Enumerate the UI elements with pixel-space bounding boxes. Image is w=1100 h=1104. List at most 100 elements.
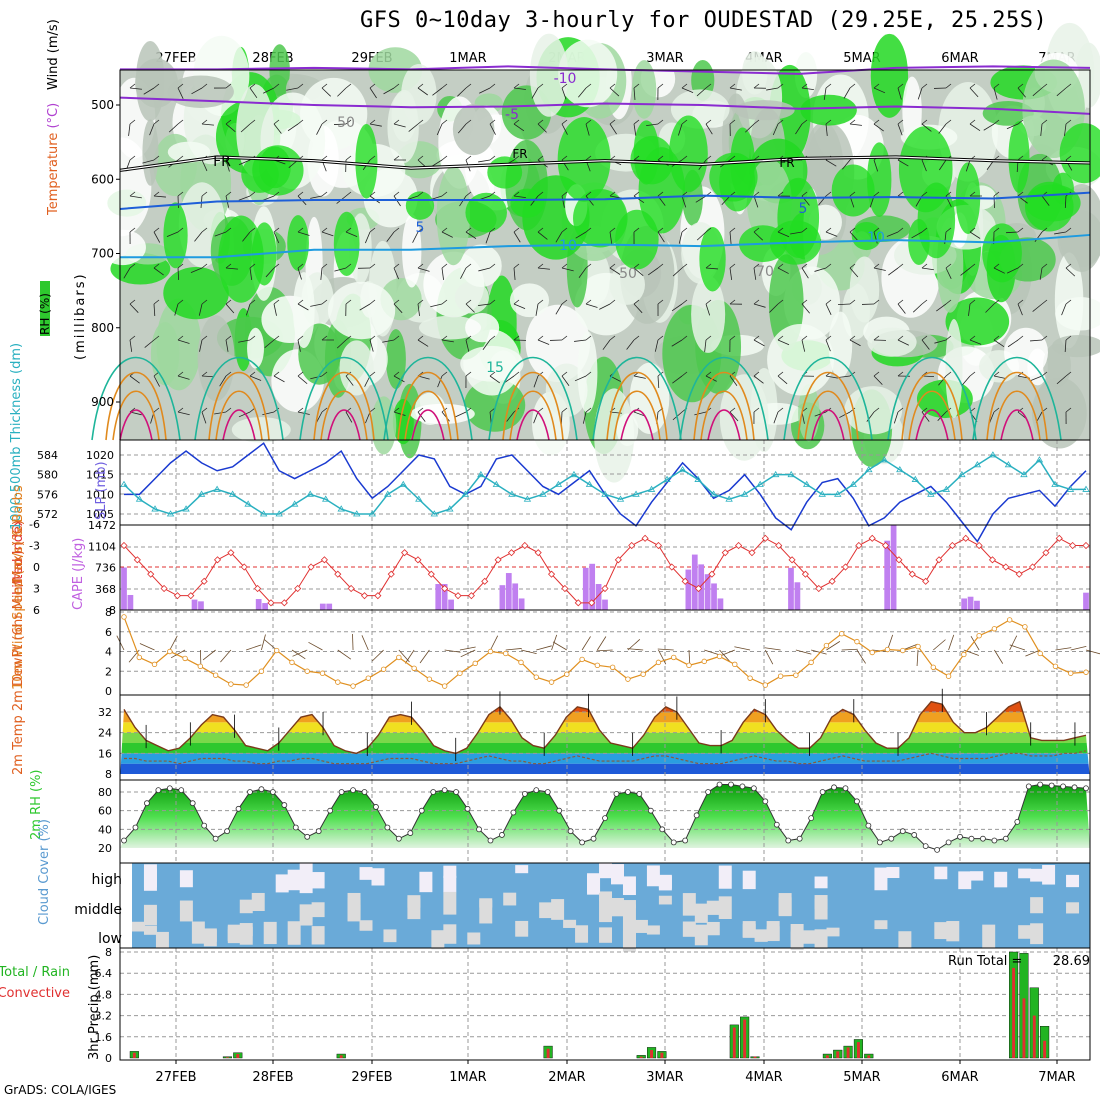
temp-band	[120, 733, 1090, 743]
cape-bar	[974, 601, 980, 610]
wind-point	[717, 654, 722, 659]
wind-panel-frame	[120, 610, 1090, 695]
cape-tick: 736	[95, 562, 116, 575]
wind-barb	[765, 650, 772, 664]
cloud-cell	[815, 929, 828, 949]
slp-axis-title: SLP (mb)	[94, 461, 109, 520]
cloud-level-label: high	[91, 872, 122, 888]
rh-point	[270, 790, 275, 795]
cloud-cell	[264, 922, 277, 944]
rh-point	[477, 827, 482, 832]
cloud-cell	[982, 925, 995, 949]
cloud-cell	[144, 926, 157, 935]
cloud-cell	[479, 898, 492, 907]
chart-title: GFS 0~10day 3-hourly for OUDESTAD (29.25…	[360, 8, 1047, 33]
cloud-cell	[934, 867, 947, 880]
cloud-cell	[431, 930, 444, 949]
pressure-tick: 700	[91, 247, 114, 261]
contour-label: 50	[337, 115, 355, 131]
precip-panel-frame	[120, 948, 1090, 1060]
wind-point	[320, 671, 325, 676]
thickness-tick: 584	[37, 449, 58, 462]
precip-conv-bar	[857, 1042, 860, 1058]
wind-point	[274, 648, 279, 653]
rh-point	[889, 836, 894, 841]
wind-point	[412, 666, 417, 671]
cloud-cell	[443, 876, 456, 892]
rh-point	[1061, 784, 1066, 789]
temp-tick: 8	[105, 768, 112, 781]
rh-shade	[767, 324, 834, 395]
wind-barb	[628, 639, 640, 650]
cloud-cell	[132, 922, 145, 932]
cloud-cell	[874, 920, 887, 929]
rh-point	[706, 790, 711, 795]
rh-point	[522, 791, 527, 796]
rh-point	[969, 836, 974, 841]
rh-shade	[371, 396, 396, 454]
cloud-cell	[683, 922, 696, 937]
rh-point	[912, 832, 917, 837]
rh-point	[305, 834, 310, 839]
wind-barb	[1071, 646, 1087, 650]
rh-shade-moist	[355, 124, 377, 199]
precip-axis-title: 3hr Precip (mm)	[87, 955, 102, 1060]
cloud-cell	[719, 896, 732, 919]
cloud-cell	[635, 920, 648, 933]
wind-point	[1084, 670, 1089, 675]
li-tick: 3	[33, 583, 40, 596]
cloud-cell	[647, 925, 660, 934]
cloud-cell	[970, 871, 983, 880]
thickness-tick: 572	[37, 508, 58, 521]
wind-point	[656, 660, 661, 665]
precip-conv-bar	[660, 1053, 663, 1058]
cloud-cell	[156, 932, 169, 948]
wind-barb	[627, 649, 643, 650]
rh-shade-moist	[218, 216, 264, 303]
rh-shade	[460, 245, 501, 288]
rh-point	[1084, 786, 1089, 791]
cape-bar	[961, 598, 967, 610]
wind-barb	[917, 650, 918, 666]
wind-point	[122, 615, 127, 620]
rh-point	[454, 790, 459, 795]
wind-point	[824, 643, 829, 648]
cape-bar	[1083, 593, 1089, 610]
rh-shade-moist	[163, 202, 187, 268]
cloud-cell	[695, 925, 708, 946]
rh-point	[282, 803, 287, 808]
wind-point	[610, 665, 615, 670]
rh-point	[751, 786, 756, 791]
rh-shade-moist	[510, 189, 544, 218]
rh-shade-moist	[334, 212, 360, 276]
rh-shade	[401, 64, 436, 125]
cloud-cell	[1030, 923, 1043, 944]
cape-bar	[711, 583, 717, 610]
wind-barb	[658, 649, 674, 650]
rh-shade-moist	[1025, 182, 1074, 232]
lifted-index-point	[642, 535, 648, 541]
lifted-index-point	[655, 543, 661, 549]
rh-point	[843, 786, 848, 791]
wind-point	[885, 647, 890, 652]
pressure-tick: 900	[91, 395, 114, 409]
cape-bar	[718, 598, 724, 610]
rh-point	[431, 790, 436, 795]
lifted-index-point	[375, 593, 381, 599]
rh-point	[591, 836, 596, 841]
cloud-cell	[623, 876, 636, 895]
precip-conv-bar	[826, 1055, 829, 1058]
cloud-cell	[407, 895, 420, 907]
cloud-cell	[743, 921, 756, 938]
cape-bar	[506, 573, 512, 610]
temp-tick: 16	[98, 747, 112, 760]
pressure-tick: 600	[91, 172, 114, 186]
precip-conv-bar	[226, 1057, 229, 1058]
date-label-bottom: 3MAR	[646, 1070, 683, 1085]
wind-point	[1038, 651, 1043, 656]
cape-tick: 1104	[88, 540, 116, 553]
rh-shade	[630, 363, 670, 434]
wind-barb	[246, 645, 261, 650]
cloud-cell	[300, 904, 313, 925]
thickness-tick: 580	[37, 469, 58, 482]
